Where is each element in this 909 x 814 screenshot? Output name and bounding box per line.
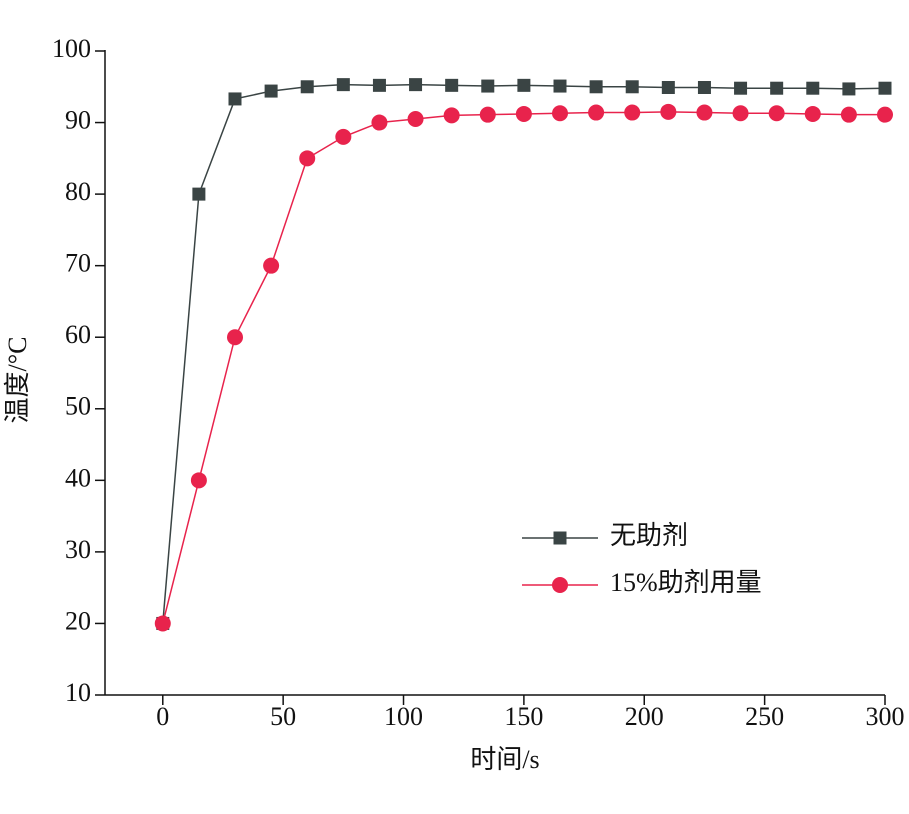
series-line <box>162 83 886 624</box>
x-tick-label: 300 <box>866 702 905 731</box>
x-tick-label: 150 <box>504 702 543 731</box>
data-point <box>732 105 749 122</box>
data-point <box>445 78 459 92</box>
data-point <box>804 105 821 122</box>
data-point <box>517 78 531 92</box>
data-point <box>263 257 280 274</box>
legend-marker <box>553 531 567 545</box>
data-point <box>768 105 785 122</box>
data-point <box>443 107 460 124</box>
y-tick-label: 40 <box>65 463 91 492</box>
data-point <box>154 615 171 632</box>
x-axis-label: 时间/s <box>470 745 539 774</box>
x-tick-label: 50 <box>270 702 296 731</box>
y-tick-label: 100 <box>52 34 91 63</box>
y-tick-label: 70 <box>65 249 91 278</box>
data-point <box>840 106 857 123</box>
data-point <box>770 81 784 95</box>
data-point <box>407 110 424 127</box>
data-point <box>625 80 639 94</box>
data-point <box>877 106 893 123</box>
y-tick-label: 20 <box>65 606 91 635</box>
x-tick-label: 0 <box>156 702 169 731</box>
data-point <box>479 106 496 123</box>
data-point <box>696 104 713 121</box>
y-tick-label: 60 <box>65 320 91 349</box>
series-line <box>162 111 885 624</box>
data-point <box>553 79 567 93</box>
data-point <box>661 80 675 94</box>
data-point <box>264 84 278 98</box>
legend-marker <box>552 577 568 593</box>
data-point <box>552 105 568 122</box>
y-tick-label: 50 <box>65 392 91 421</box>
data-point <box>806 81 820 95</box>
legend-label: 15%助剂用量 <box>610 568 762 597</box>
data-point <box>734 81 748 95</box>
x-tick-label: 100 <box>384 702 423 731</box>
y-tick-label: 80 <box>65 177 91 206</box>
data-point <box>335 128 352 145</box>
y-tick-label: 30 <box>65 535 91 564</box>
data-point <box>372 78 386 92</box>
data-point <box>878 81 892 95</box>
x-tick-label: 250 <box>745 702 784 731</box>
data-point <box>481 79 495 93</box>
data-point <box>192 187 206 201</box>
y-tick-label: 90 <box>65 106 91 135</box>
data-point <box>515 105 532 122</box>
data-point <box>660 103 677 120</box>
data-point <box>300 80 314 94</box>
data-point <box>227 329 243 346</box>
data-point <box>190 472 207 489</box>
y-tick-label: 10 <box>65 678 91 707</box>
data-point <box>299 150 316 167</box>
data-point <box>228 92 242 106</box>
x-tick-label: 200 <box>625 702 664 731</box>
data-point <box>336 78 350 92</box>
data-point <box>371 114 388 131</box>
data-point <box>842 82 856 96</box>
data-point <box>697 80 711 94</box>
data-point <box>588 104 605 121</box>
y-axis-label: 温度/°C <box>3 337 32 424</box>
data-point <box>589 80 603 94</box>
data-point <box>624 104 641 121</box>
data-point <box>409 78 423 92</box>
legend-label: 无助剂 <box>610 521 688 550</box>
